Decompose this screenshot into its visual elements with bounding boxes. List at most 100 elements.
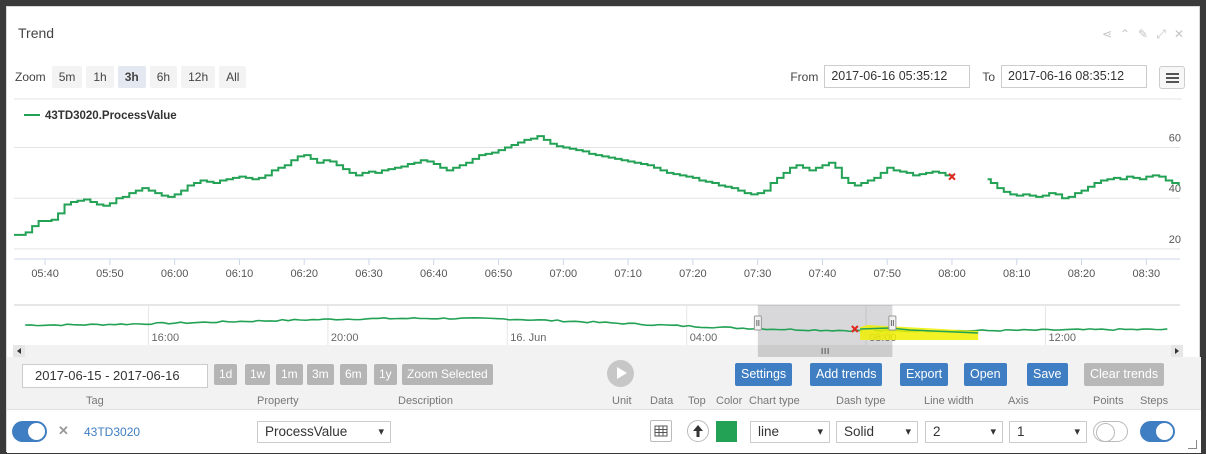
navigator-label: 16:00 — [152, 332, 180, 344]
zoom-selector: Zoom 5m 1h 3h 6h 12h All — [15, 66, 247, 88]
x-tick-label: 06:50 — [485, 268, 513, 280]
trend-panel: Trend ⋖ ⌃ ✎ ⤢ ✕ Zoom 5m 1h 3h 6h 12h All… — [6, 6, 1201, 453]
x-tick-label: 05:40 — [31, 268, 59, 280]
hamburger-icon — [1165, 76, 1179, 79]
date-range-picker[interactable]: 2017-06-15 - 2017-06-16 — [22, 364, 208, 388]
x-tick-label: 07:50 — [873, 268, 901, 280]
navigator-label: 12:00 — [1048, 332, 1076, 344]
expand-icon[interactable]: ⤢ — [1156, 27, 1166, 41]
x-tick-label: 06:10 — [226, 268, 254, 280]
range-button-3m[interactable]: 3m — [307, 364, 334, 385]
column-header-line-width: Line width — [924, 395, 974, 407]
x-tick-label: 06:30 — [355, 268, 383, 280]
y-tick-label: 60 — [1169, 133, 1181, 145]
x-tick-label: 06:00 — [161, 268, 189, 280]
scrollbar-grip — [821, 348, 829, 354]
column-header-property: Property — [257, 395, 299, 407]
navigator-handle-right[interactable] — [888, 315, 897, 331]
wrench-icon[interactable]: ✎ — [1137, 27, 1149, 41]
zoom-button-1h[interactable]: 1h — [86, 66, 114, 88]
close-icon[interactable]: ✕ — [1173, 27, 1185, 41]
date-range: From 2017-06-16 05:35:12 To 2017-06-16 0… — [790, 65, 1147, 88]
column-header-points: Points — [1093, 395, 1124, 407]
settings-button[interactable]: Settings — [735, 363, 793, 386]
clear-trends-button[interactable]: Clear trends — [1084, 363, 1165, 386]
dash-type-select[interactable]: Solid — [836, 421, 918, 443]
zoom-button-6h[interactable]: 6h — [149, 66, 178, 88]
chevron-left-icon — [17, 348, 21, 354]
range-button-1y[interactable]: 1y — [374, 364, 397, 385]
from-input[interactable]: 2017-06-16 05:35:12 — [824, 65, 971, 88]
to-label: To — [982, 69, 995, 84]
navigator-series — [25, 317, 1168, 333]
column-header-unit: Unit — [612, 395, 632, 407]
column-header-tag: Tag — [86, 395, 104, 407]
property-select[interactable]: ProcessValue — [257, 421, 391, 443]
x-tick-label: 08:30 — [1133, 268, 1161, 280]
navigator-gap-marker — [851, 325, 859, 333]
range-button-6m[interactable]: 6m — [340, 364, 367, 385]
zoom-button-all[interactable]: All — [219, 66, 247, 88]
x-tick-label: 08:20 — [1068, 268, 1096, 280]
resize-handle[interactable] — [1188, 440, 1197, 449]
range-button-1m[interactable]: 1m — [276, 364, 303, 385]
to-input[interactable]: 2017-06-16 08:35:12 — [1001, 65, 1147, 88]
data-table-icon[interactable] — [650, 420, 672, 442]
column-header-chart-type: Chart type — [749, 395, 800, 407]
chart-type-select[interactable]: line — [750, 421, 830, 443]
x-tick-label: 08:00 — [938, 268, 966, 280]
trend-chart: 20 40 60 05:40 05:50 06:00 06:10 06:20 06:30 06:4… — [13, 98, 1183, 357]
axis-select[interactable]: 1 — [1009, 421, 1087, 443]
remove-trend-icon[interactable]: ✕ — [58, 423, 69, 438]
x-tick-label: 07:00 — [550, 268, 578, 280]
x-tick-label: 07:20 — [679, 268, 707, 280]
column-header-steps: Steps — [1140, 395, 1169, 407]
x-tick-label: 08:10 — [1003, 268, 1031, 280]
tag-link[interactable]: 43TD3020 — [84, 425, 141, 439]
steps-toggle[interactable] — [1140, 421, 1175, 442]
play-icon[interactable] — [607, 360, 634, 387]
x-tick-label: 07:10 — [614, 268, 642, 280]
add-trends-button[interactable]: Add trends — [810, 363, 883, 386]
zoom-selected-button[interactable]: Zoom Selected — [402, 364, 493, 385]
scrollbar-track — [13, 345, 1183, 357]
y-tick-label: 20 — [1169, 234, 1181, 246]
visibility-toggle[interactable] — [12, 421, 47, 442]
gap-marker — [948, 172, 956, 181]
zoom-button-12h[interactable]: 12h — [181, 66, 216, 88]
open-button[interactable]: Open — [964, 363, 1007, 386]
navigator-handle-left[interactable] — [753, 315, 762, 331]
save-button[interactable]: Save — [1027, 363, 1068, 386]
x-tick-label: 07:40 — [809, 268, 837, 280]
zoom-button-5m[interactable]: 5m — [51, 66, 83, 88]
series-line — [14, 135, 953, 236]
from-label: From — [790, 69, 819, 84]
range-button-1w[interactable]: 1w — [245, 364, 271, 385]
navigator-label: 20:00 — [331, 332, 359, 344]
trend-controls: 2017-06-15 - 2017-06-16 1d 1w 1m 3m 6m 1… — [7, 357, 1201, 453]
series-line — [987, 174, 1180, 200]
panel-tools: ⋖ ⌃ ✎ ⤢ ✕ — [1101, 27, 1185, 42]
export-button[interactable]: Export — [900, 363, 949, 386]
navigator-label: 04:00 — [690, 332, 718, 344]
points-toggle[interactable] — [1093, 421, 1128, 442]
zoom-button-3h[interactable]: 3h — [117, 66, 146, 88]
chevron-right-icon — [1175, 348, 1179, 354]
move-top-icon[interactable] — [687, 420, 709, 442]
y-tick-label: 40 — [1169, 183, 1181, 195]
collapse-icon[interactable]: ⌃ — [1119, 27, 1131, 41]
x-tick-label: 06:20 — [290, 268, 318, 280]
line-width-select[interactable]: 2 — [925, 421, 1003, 443]
share-icon[interactable]: ⋖ — [1101, 27, 1113, 41]
highlighted-series — [860, 327, 979, 334]
x-tick-label: 06:40 — [420, 268, 448, 280]
chart-menu-button[interactable] — [1159, 66, 1185, 89]
color-swatch[interactable] — [716, 421, 737, 442]
column-header-top: Top — [688, 395, 706, 407]
column-header-color: Color — [716, 395, 743, 407]
legend-item: 43TD3020.ProcessValue — [45, 110, 177, 122]
range-button-1d[interactable]: 1d — [214, 364, 238, 385]
navigator-label: 16. Jun — [510, 332, 546, 344]
column-header-data: Data — [650, 395, 674, 407]
column-header-description: Description — [398, 395, 454, 407]
